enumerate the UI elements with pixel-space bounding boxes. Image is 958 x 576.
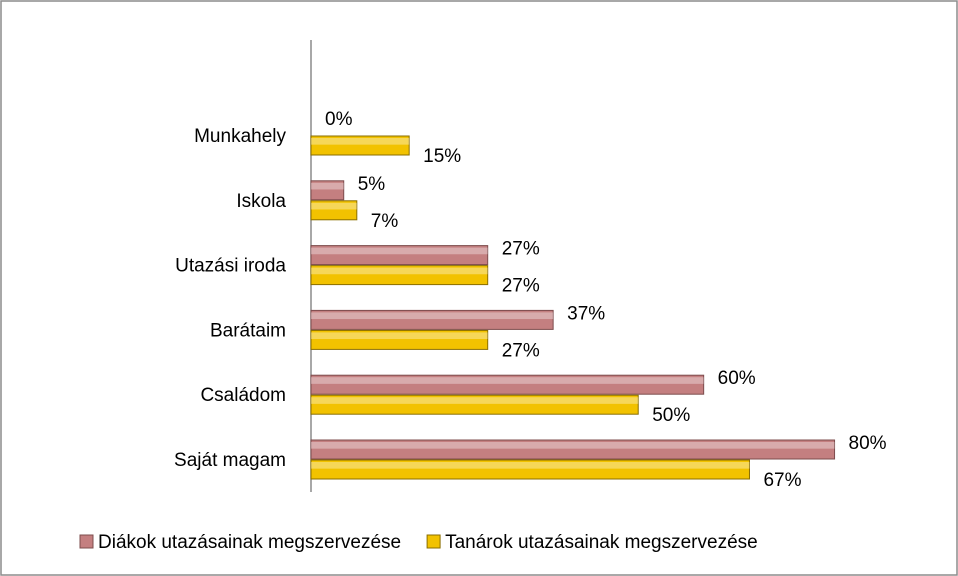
data-label: 27% <box>502 276 540 297</box>
data-label: 50% <box>652 405 690 426</box>
legend-marker <box>79 534 94 549</box>
y-tick-label: Munkahely <box>194 126 286 147</box>
bar <box>310 265 489 286</box>
bar <box>310 180 345 201</box>
data-label: 37% <box>567 303 605 324</box>
data-label: 27% <box>502 340 540 361</box>
legend-label: Tanárok utazásainak megszervezése <box>445 532 758 553</box>
bar <box>310 309 554 330</box>
data-label: 0% <box>325 109 353 130</box>
y-tick-label: Barátaim <box>210 320 286 341</box>
y-tick-label: Saját magam <box>174 450 286 471</box>
data-label: 5% <box>358 174 386 195</box>
bar <box>310 135 410 156</box>
legend-marker <box>426 534 441 549</box>
bar <box>310 245 489 266</box>
bar <box>310 374 705 395</box>
data-label: 67% <box>763 470 801 491</box>
data-label: 7% <box>371 211 399 232</box>
data-label: 15% <box>423 146 461 167</box>
bar <box>310 394 639 415</box>
y-tick-label: Iskola <box>236 191 286 212</box>
y-tick-label: Családom <box>200 385 286 406</box>
bar <box>310 200 358 221</box>
y-tick-label: Utazási iroda <box>175 256 286 277</box>
data-label: 80% <box>849 433 887 454</box>
bar <box>310 459 750 480</box>
data-label: 27% <box>502 239 540 260</box>
bar <box>310 439 836 460</box>
legend-label: Diákok utazásainak megszervezése <box>98 532 401 553</box>
bar <box>310 329 489 350</box>
data-label: 60% <box>718 368 756 389</box>
